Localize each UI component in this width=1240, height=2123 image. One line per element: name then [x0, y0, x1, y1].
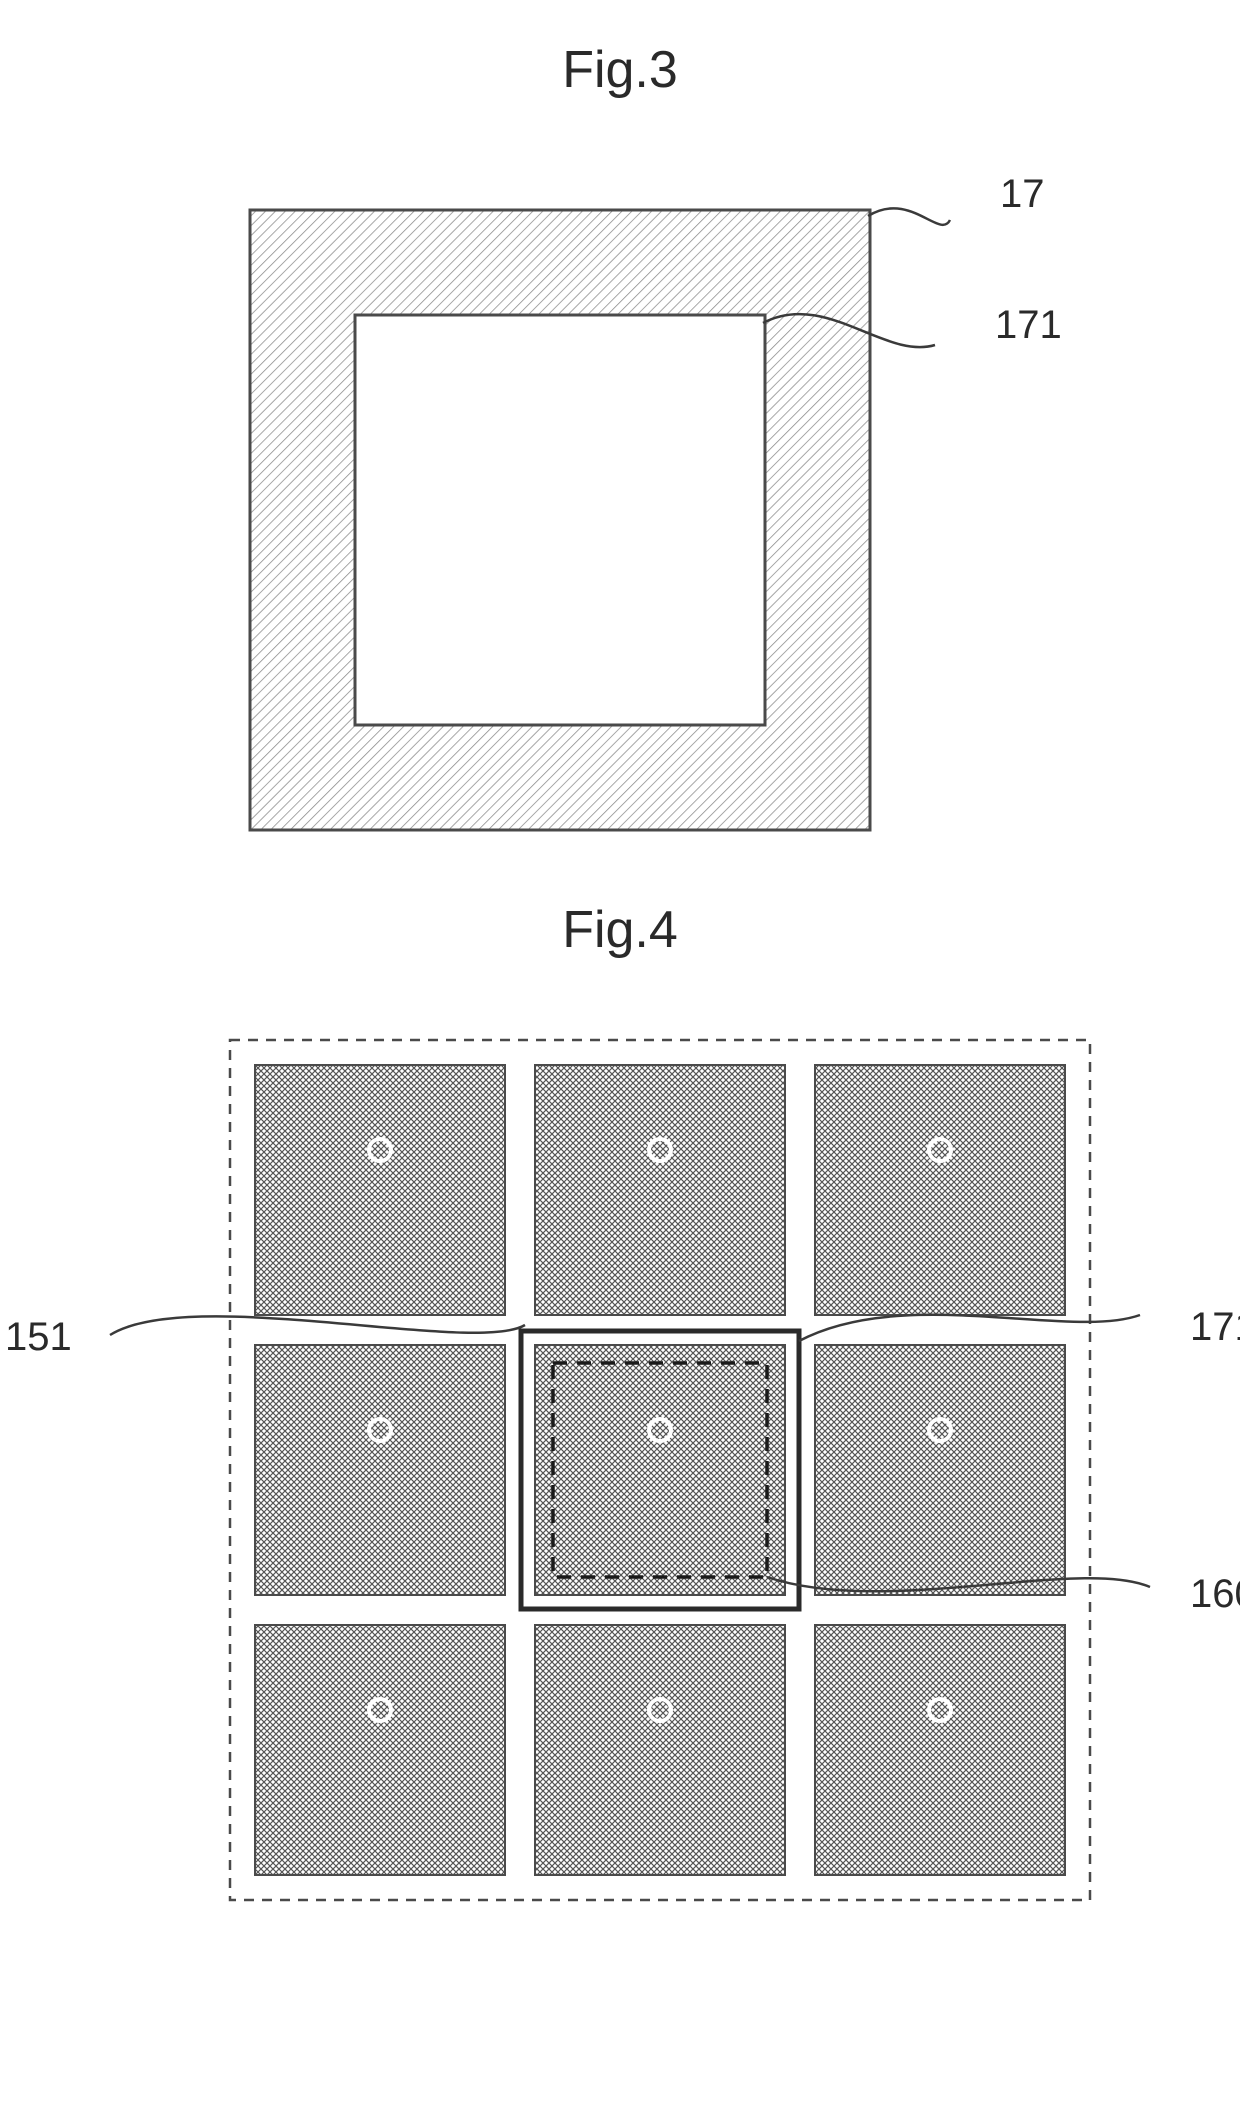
label-17: 17 [1000, 172, 1045, 217]
fig3-svg [0, 100, 1240, 880]
leader-line-17 [868, 208, 950, 225]
fig4-cell [535, 1345, 785, 1595]
fig3-container: Fig.3 17 171 [0, 0, 1240, 880]
fig4-cell [815, 1065, 1065, 1315]
label-151: 151 [5, 1315, 72, 1360]
label-171: 171 [995, 303, 1062, 348]
fig4-cell [255, 1345, 505, 1595]
fig4-cell [255, 1625, 505, 1875]
fig3-title: Fig.3 [0, 40, 1240, 100]
fig4-cell [535, 1625, 785, 1875]
label-171-fig4: 171 [1190, 1305, 1240, 1350]
fig4-container: Fig.4 151 171 160 [0, 880, 1240, 1960]
leader-line-151 [110, 1316, 525, 1335]
fig4-title: Fig.4 [0, 900, 1240, 960]
label-160: 160 [1190, 1572, 1240, 1617]
fig4-cell [255, 1065, 505, 1315]
fig4-cell [815, 1345, 1065, 1595]
fig4-cell [535, 1065, 785, 1315]
fig4-cell [815, 1625, 1065, 1875]
fig4-svg [0, 960, 1240, 1960]
fig3-inner [355, 315, 765, 725]
